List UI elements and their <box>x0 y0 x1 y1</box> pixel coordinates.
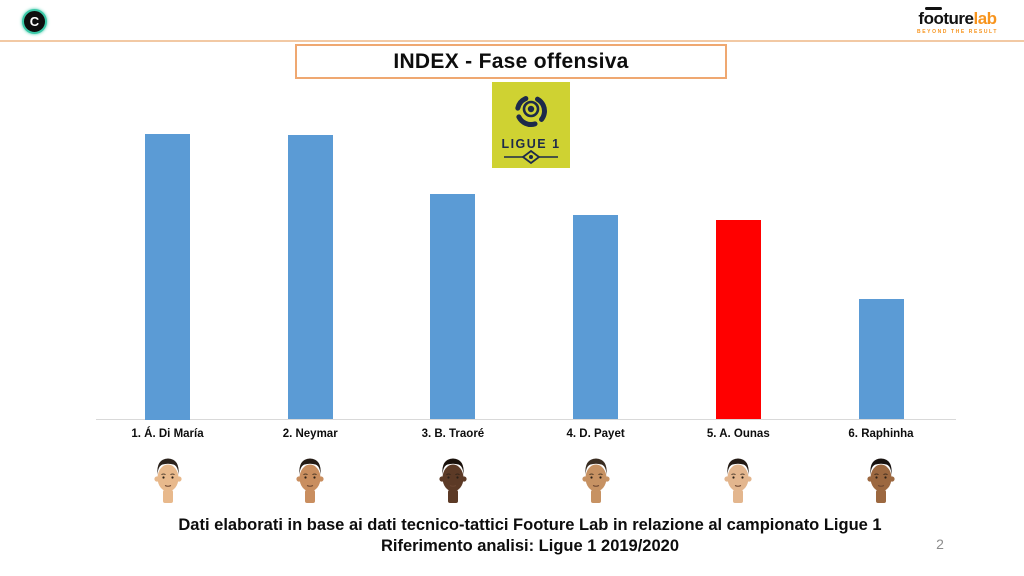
wordmark-lab: lab <box>973 9 998 28</box>
bar-2 <box>287 135 333 420</box>
bar-6 <box>858 299 904 420</box>
player-photo-1 <box>150 453 186 505</box>
footer-caption: Dati elaborati in base ai dati tecnico-t… <box>36 515 1024 558</box>
title-box: INDEX - Fase offensiva <box>295 44 727 79</box>
x-axis-line <box>96 419 956 420</box>
wordmark-ture: ture <box>943 9 974 28</box>
player-photo-4 <box>578 453 614 505</box>
category-label-5: 5. A. Ounas <box>706 428 770 440</box>
app-logo: C <box>22 9 47 34</box>
ligue1-logo: LIGUE 1 <box>492 82 570 173</box>
category-label-4: 4. D. Payet <box>566 428 625 440</box>
player-photo-3 <box>435 453 471 505</box>
category-label-6: 6. Raphinha <box>848 428 914 440</box>
app-logo-letter: C <box>29 14 40 29</box>
player-photo-5 <box>720 453 756 505</box>
ligue1-logo-graphic: LIGUE 1 <box>492 82 570 168</box>
page-title: INDEX - Fase offensiva <box>393 49 629 73</box>
bar-4 <box>573 215 619 420</box>
wordmark-oo: oo <box>923 9 944 28</box>
footer-line-2: Riferimento analisi: Ligue 1 2019/2020 <box>380 537 680 556</box>
page-number: 2 <box>936 536 944 552</box>
bar-5 <box>715 219 761 420</box>
ligue1-logo-text: LIGUE 1 <box>501 137 560 151</box>
footurelab-wordmark: footurelab <box>917 10 998 27</box>
wordmark-f: f <box>918 9 924 28</box>
player-photo-6 <box>863 453 899 505</box>
header-divider <box>0 40 1024 42</box>
footurelab-logo: footurelab BEYOND THE RESULT <box>917 10 998 35</box>
player-photo-2 <box>292 453 328 505</box>
bar-3 <box>430 193 476 420</box>
category-label-1: 1. Á. Di María <box>131 428 204 440</box>
footer-line-1: Dati elaborati in base ai dati tecnico-t… <box>178 516 882 534</box>
category-label-3: 3. B. Traoré <box>421 428 485 440</box>
category-label-2: 2. Neymar <box>282 428 338 440</box>
footurelab-tagline: BEYOND THE RESULT <box>917 29 998 35</box>
bar-1 <box>145 134 190 420</box>
